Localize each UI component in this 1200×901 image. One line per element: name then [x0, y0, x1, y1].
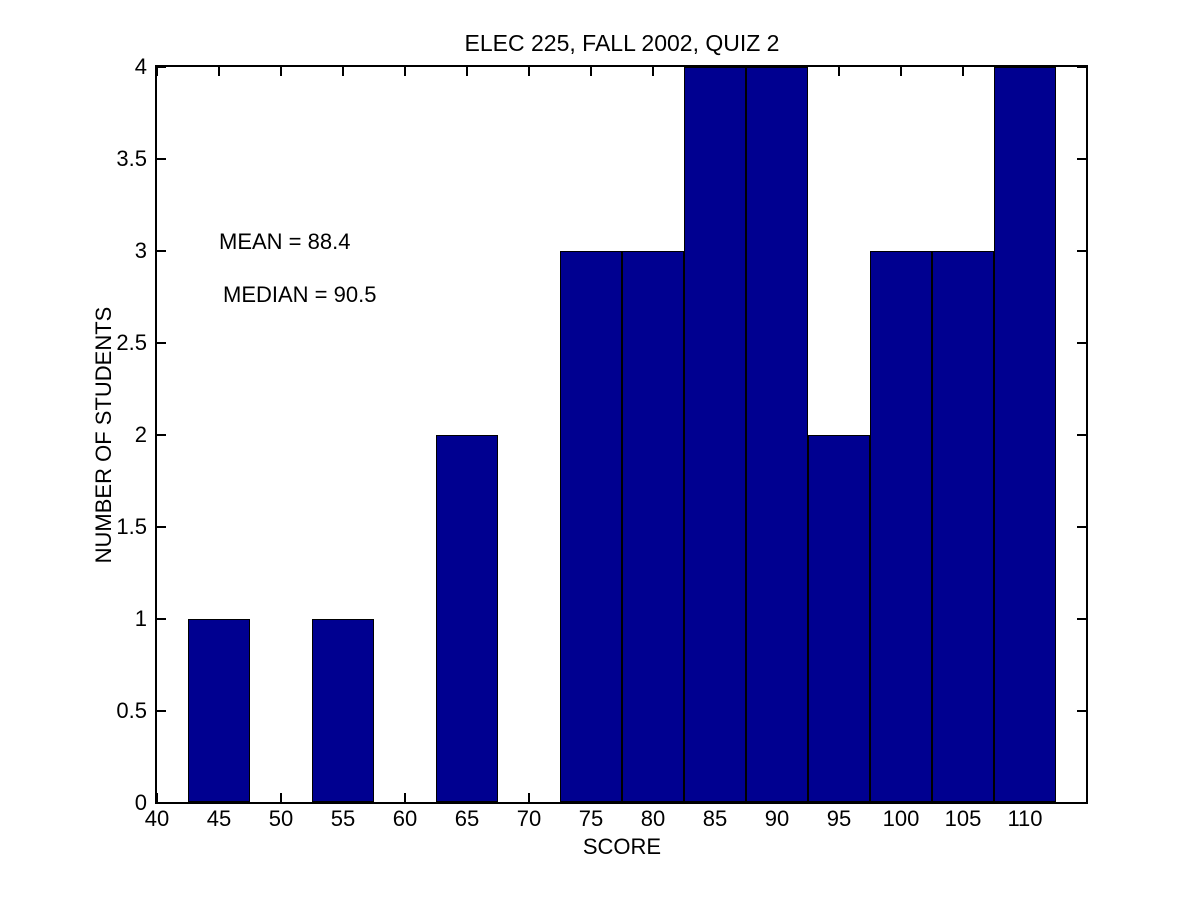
x-tick-top [652, 67, 654, 76]
x-tick-top [156, 67, 158, 76]
y-tick-left [157, 618, 166, 620]
x-tick-label: 85 [702, 806, 728, 831]
y-tick-left [157, 342, 166, 344]
y-tick-left [157, 158, 166, 160]
y-tick-right [1077, 434, 1086, 436]
histogram-bar [808, 435, 870, 802]
x-tick-bottom [528, 793, 530, 802]
histogram-bar [560, 251, 622, 802]
y-tick-label: 3.5 [116, 146, 147, 171]
x-tick-label: 95 [826, 806, 852, 831]
x-tick-top [900, 67, 902, 76]
y-tick-right [1077, 342, 1086, 344]
y-tick-left [157, 250, 166, 252]
y-tick-right [1077, 250, 1086, 252]
y-tick-label: 3 [134, 238, 147, 263]
y-tick-left [157, 434, 166, 436]
histogram-bar [622, 251, 684, 802]
histogram-bar [436, 435, 498, 802]
x-tick-bottom [156, 793, 158, 802]
x-tick-top [962, 67, 964, 76]
histogram-bar [684, 67, 746, 802]
x-axis-label: SCORE [582, 834, 662, 859]
x-tick-label: 110 [1007, 806, 1043, 831]
histogram-bar [994, 67, 1056, 802]
x-tick-label: 40 [144, 806, 170, 831]
x-tick-label: 105 [944, 806, 982, 831]
y-tick-label: 2 [134, 422, 147, 447]
x-tick-top [280, 67, 282, 76]
y-tick-left [157, 66, 166, 68]
x-tick-top [528, 67, 530, 76]
y-tick-left [157, 710, 166, 712]
x-tick-label: 50 [268, 806, 294, 831]
y-tick-label: 0.5 [116, 698, 147, 723]
plot-area [155, 65, 1088, 804]
x-tick-top [218, 67, 220, 76]
x-tick-label: 90 [764, 806, 790, 831]
y-tick-label: 4 [134, 54, 147, 79]
x-tick-label: 45 [206, 806, 232, 831]
x-tick-bottom [280, 793, 282, 802]
x-tick-bottom [404, 793, 406, 802]
x-tick-top [590, 67, 592, 76]
histogram-bar [746, 67, 808, 802]
x-tick-label: 65 [454, 806, 480, 831]
x-tick-label: 60 [392, 806, 418, 831]
y-tick-right [1077, 618, 1086, 620]
x-tick-top [342, 67, 344, 76]
histogram-bar [932, 251, 994, 802]
x-tick-top [838, 67, 840, 76]
y-tick-label: 0 [134, 790, 147, 815]
y-tick-right [1077, 158, 1086, 160]
annotation-text: MEAN = 88.4 [219, 229, 351, 254]
histogram-bar [188, 619, 250, 802]
x-tick-label: 100 [882, 806, 920, 831]
y-tick-label: 2.5 [116, 330, 147, 355]
annotation-text: MEDIAN = 90.5 [223, 282, 377, 307]
x-tick-label: 75 [578, 806, 604, 831]
x-tick-top [404, 67, 406, 76]
y-tick-right [1077, 802, 1086, 804]
x-tick-top [466, 67, 468, 76]
x-tick-label: 70 [516, 806, 542, 831]
y-tick-label: 1.5 [116, 514, 147, 539]
x-tick-label: 80 [640, 806, 666, 831]
histogram-bar [870, 251, 932, 802]
y-tick-right [1077, 710, 1086, 712]
y-tick-right [1077, 526, 1086, 528]
y-axis-label: NUMBER OF STUDENTS [91, 306, 116, 564]
y-tick-left [157, 526, 166, 528]
histogram-bar [312, 619, 374, 802]
chart-title: ELEC 225, FALL 2002, QUIZ 2 [464, 30, 780, 56]
x-tick-label: 55 [330, 806, 356, 831]
y-tick-label: 1 [134, 606, 147, 631]
y-tick-right [1077, 66, 1086, 68]
y-tick-left [157, 802, 166, 804]
